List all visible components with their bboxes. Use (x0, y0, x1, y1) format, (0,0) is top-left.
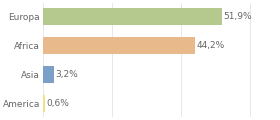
Text: 0,6%: 0,6% (47, 99, 70, 108)
Text: 44,2%: 44,2% (197, 41, 225, 50)
Bar (43, 8, 222, 25)
Text: 3,2%: 3,2% (56, 70, 78, 79)
Text: 51,9%: 51,9% (223, 12, 252, 21)
Bar (43, 95, 45, 112)
Bar (43, 37, 195, 54)
Bar (43, 66, 54, 83)
